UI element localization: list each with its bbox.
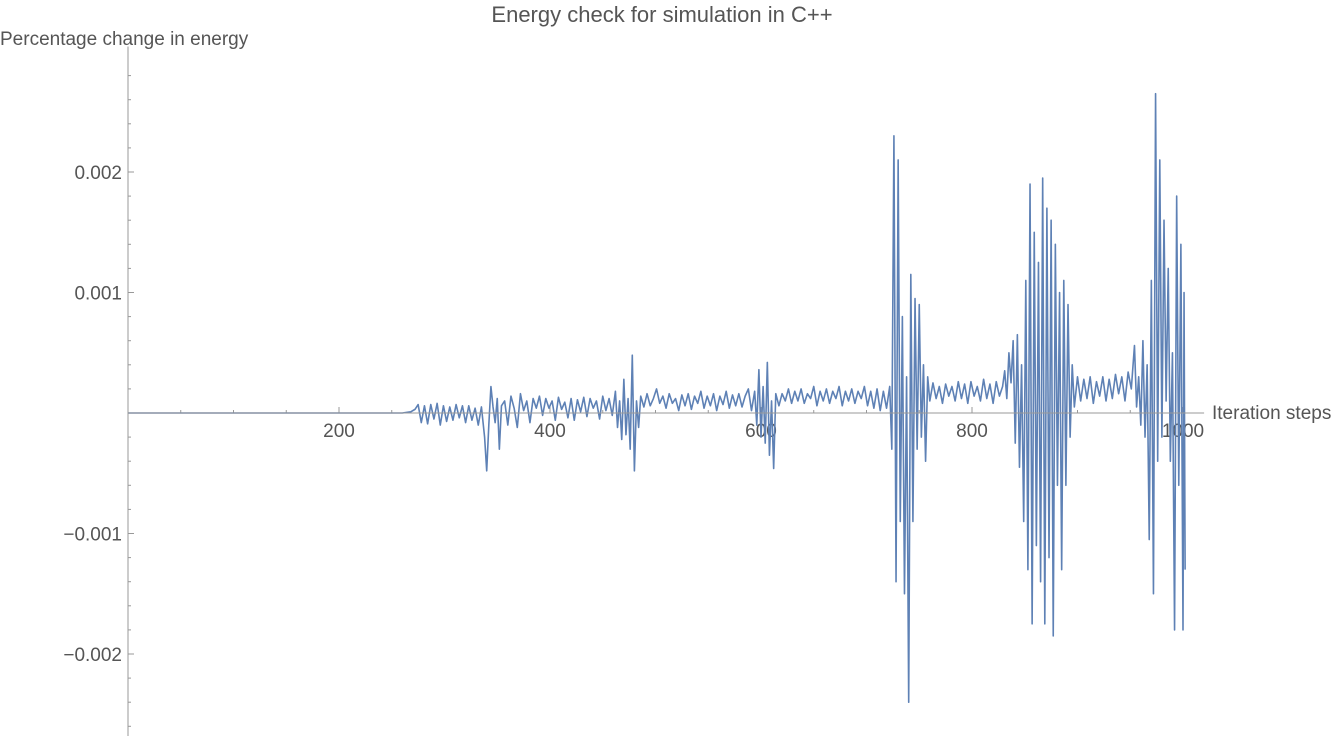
chart-title: Energy check for simulation in C++ [491, 2, 832, 27]
x-tick-label: 800 [956, 421, 988, 442]
y-axis-label: Percentage change in energy [0, 29, 249, 50]
x-tick-label: 200 [323, 421, 355, 442]
x-axis-label: Iteration steps [1212, 403, 1331, 424]
series-layer [128, 92, 1186, 704]
y-tick-label: 0.001 [74, 284, 122, 305]
y-tick-label: −0.002 [63, 645, 122, 666]
x-tick-label: 400 [534, 421, 566, 442]
y-tick-label: −0.001 [63, 525, 122, 546]
series-line [128, 92, 1186, 704]
y-tick-label: 0.002 [74, 163, 122, 184]
